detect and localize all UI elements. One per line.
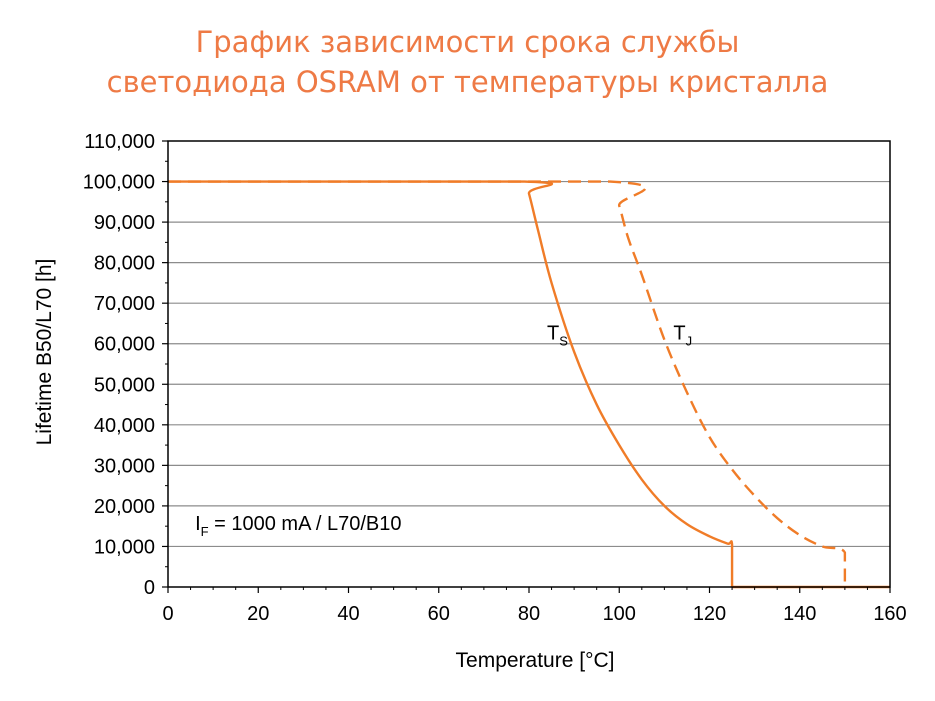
x-tick-labels: 0 20 40 60 80 100 120 140 160 [162,603,906,625]
chart-title-line-2: светодиода OSRAM от температуры кристалл… [106,65,829,99]
x-tick-label: 60 [428,603,450,625]
x-tick-label: 160 [873,603,906,625]
chart-title-line-1: График зависимости срока службы [195,25,740,59]
y-tick-label: 90,000 [94,212,155,234]
y-axis-label: Lifetime B50/L70 [h] [33,259,56,446]
x-tick-label: 120 [693,603,726,625]
y-tick-label: 30,000 [94,455,155,477]
y-tick-label: 40,000 [94,415,155,437]
grid-lines [168,180,890,548]
chart-title: График зависимости срока службы светодио… [0,22,935,102]
x-tick-label: 100 [603,603,636,625]
x-tick-label: 40 [337,603,359,625]
y-tick-label: 10,000 [94,536,155,558]
y-tick-label: 100,000 [83,172,155,194]
axis-ticks [162,140,891,593]
x-tick-label: 80 [518,603,540,625]
series-line-tj [168,180,847,587]
x-tick-label: 140 [783,603,816,625]
x-axis-label: Temperature [°C] [456,649,615,672]
x-tick-label: 0 [162,603,173,625]
y-tick-label: 60,000 [94,334,155,356]
series-line-ts [168,180,734,587]
x-tick-label: 20 [247,603,269,625]
y-tick-labels: 0 10,000 20,000 30,000 40,000 50,000 60,000 70,… [83,131,155,599]
series-labels: TS TJ [547,323,692,349]
series-label-ts: TS [547,323,568,349]
y-tick-label: 50,000 [94,374,155,396]
current-annotation: IF = 1000 mA / L70/B10 [195,513,401,539]
series-label-tj: TJ [673,323,692,349]
y-tick-label: 20,000 [94,496,155,518]
y-tick-label: 80,000 [94,253,155,275]
y-tick-label: 110,000 [84,131,155,153]
y-tick-label: 0 [144,577,155,599]
y-tick-label: 70,000 [94,293,155,315]
